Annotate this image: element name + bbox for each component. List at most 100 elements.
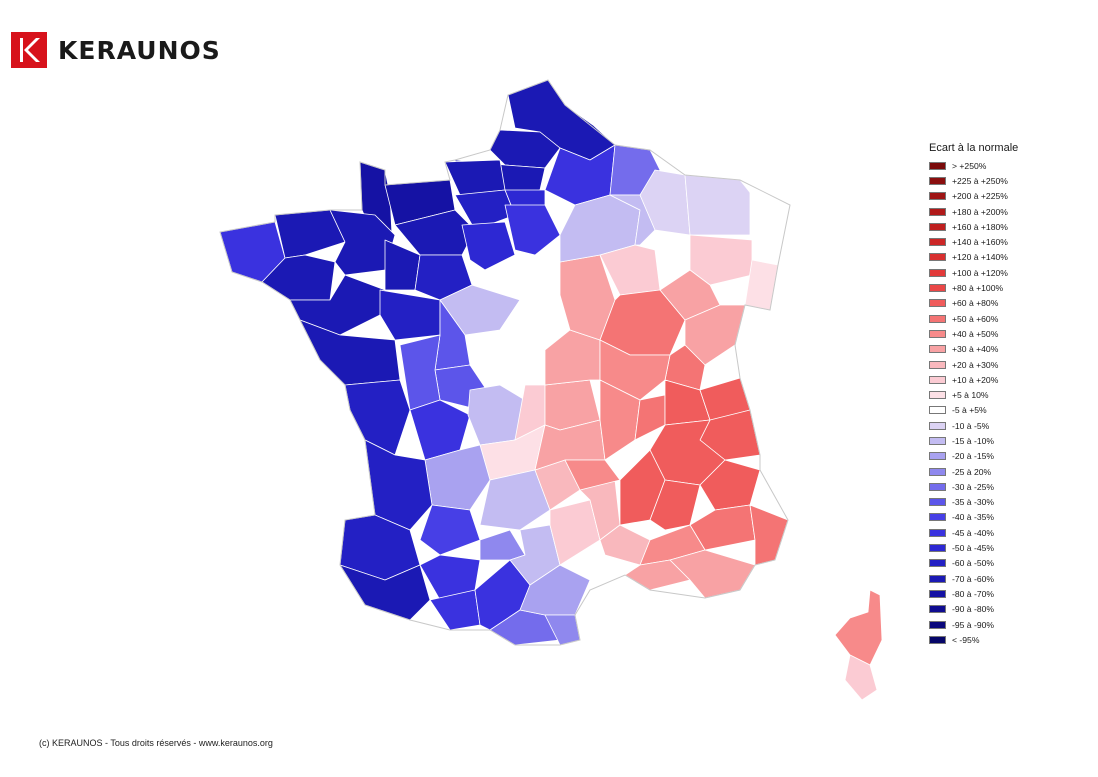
- legend-swatch: [929, 375, 946, 384]
- legend-label: -70 à -60%: [952, 573, 995, 584]
- legend-swatch: [929, 513, 946, 522]
- legend-item: +60 à +80%: [929, 296, 1018, 311]
- legend-item: +160 à +180%: [929, 219, 1018, 234]
- legend-item: -90 à -80%: [929, 602, 1018, 617]
- legend-swatch: [929, 253, 946, 262]
- france-outline: [219, 79, 791, 646]
- legend-swatch: [929, 620, 946, 629]
- dept-tarn-et-garonne: [479, 529, 526, 561]
- legend-item: +100 à +120%: [929, 265, 1018, 280]
- legend-label: < -95%: [952, 634, 980, 645]
- legend-item: -95 à -90%: [929, 617, 1018, 632]
- legend-label: +80 à +100%: [952, 283, 1004, 294]
- legend-label: +200 à +225%: [952, 191, 1008, 202]
- legend-item: +10 à +20%: [929, 372, 1018, 387]
- legend-item: -30 à -25%: [929, 479, 1018, 494]
- legend-swatch: [929, 192, 946, 201]
- legend-label: +225 à +250%: [952, 175, 1008, 186]
- legend-swatch: [929, 467, 946, 476]
- dept-meuse: [639, 169, 691, 236]
- keraunos-logo: KERAUNOS: [11, 32, 221, 68]
- legend-item: +225 à +250%: [929, 173, 1018, 188]
- dept-deux-sevres: [399, 334, 441, 411]
- legend-swatch: [929, 406, 946, 415]
- legend-swatch: [929, 528, 946, 537]
- legend-swatch: [929, 176, 946, 185]
- legend-label: +100 à +120%: [952, 267, 1008, 278]
- legend-item: -45 à -40%: [929, 525, 1018, 540]
- logo-mark: [11, 32, 47, 68]
- legend-label: -35 à -30%: [952, 497, 995, 508]
- dept-vosges: [689, 234, 753, 286]
- dept-charente: [409, 399, 471, 461]
- dept-haute-saone: [659, 269, 721, 321]
- legend-label: -30 à -25%: [952, 481, 995, 492]
- legend-swatch: [929, 314, 946, 323]
- legend-swatch: [929, 360, 946, 369]
- legend-swatch: [929, 635, 946, 644]
- legend-label: -80 à -70%: [952, 588, 995, 599]
- legend-title: Ecart à la normale: [929, 142, 1019, 154]
- legend-swatch: [929, 268, 946, 277]
- legend-swatch: [929, 421, 946, 430]
- legend-label: +160 à +180%: [952, 221, 1008, 232]
- legend-item: +80 à +100%: [929, 280, 1018, 295]
- legend-item: -10 à -5%: [929, 418, 1018, 433]
- legend-swatch: [929, 238, 946, 247]
- legend-label: -20 à -15%: [952, 451, 995, 462]
- dept-ille-et-vilaine: [329, 209, 396, 276]
- legend-item: -80 à -70%: [929, 586, 1018, 601]
- legend-item: +30 à +40%: [929, 342, 1018, 357]
- legend-label: -10 à -5%: [952, 420, 990, 431]
- dept-charente-maritime: [344, 379, 411, 456]
- legend-swatch: [929, 329, 946, 338]
- legend-label: -25 à 20%: [952, 466, 992, 477]
- legend-item: -20 à -15%: [929, 449, 1018, 464]
- legend-label: +20 à +30%: [952, 359, 999, 370]
- legend-item: -25 à 20%: [929, 464, 1018, 479]
- legend-item: +180 à +200%: [929, 204, 1018, 219]
- legend-item: +20 à +30%: [929, 357, 1018, 372]
- legend-item: -50 à -45%: [929, 540, 1018, 555]
- legend-swatch: [929, 222, 946, 231]
- legend-label: -45 à -40%: [952, 527, 995, 538]
- legend-item: +5 à 10%: [929, 387, 1018, 402]
- legend-swatch: [929, 391, 946, 400]
- legend-swatch: [929, 482, 946, 491]
- dept-lot: [479, 469, 551, 531]
- legend-item: -35 à -30%: [929, 495, 1018, 510]
- legend-item: +200 à +225%: [929, 189, 1018, 204]
- legend-swatch: [929, 299, 946, 308]
- legend-label: -40 à -35%: [952, 512, 995, 523]
- dept-haute-marne: [599, 244, 661, 296]
- dept-hautes-alpes: [699, 459, 761, 511]
- legend-swatch: [929, 544, 946, 553]
- dept-maine-et-loire: [379, 289, 441, 341]
- logo-text: KERAUNOS: [58, 35, 221, 65]
- legend-item: -70 à -60%: [929, 571, 1018, 586]
- legend-swatch: [929, 436, 946, 445]
- legend-item: > +250%: [929, 158, 1018, 173]
- legend-swatch: [929, 452, 946, 461]
- dept-haute-corse: [834, 589, 883, 666]
- legend-item: < -95%: [929, 632, 1018, 647]
- legend-item: -5 à +5%: [929, 403, 1018, 418]
- dept-aveyron: [549, 499, 601, 566]
- dept-alpes-maritimes: [749, 504, 789, 566]
- legend-item: +120 à +140%: [929, 250, 1018, 265]
- dept-corse-du-sud: [844, 654, 878, 701]
- legend-label: +5 à 10%: [952, 390, 989, 401]
- legend-label: +180 à +200%: [952, 206, 1008, 217]
- legend-item: +40 à +50%: [929, 326, 1018, 341]
- legend-swatch: [929, 207, 946, 216]
- legend: Ecart à la normale > +250% +225 à +250% +2…: [929, 142, 1018, 648]
- legend-swatch: [929, 589, 946, 598]
- dept-drome: [649, 479, 701, 531]
- dept-lot-et-garonne: [419, 504, 481, 556]
- legend-swatch: [929, 284, 946, 293]
- legend-swatch: [929, 574, 946, 583]
- legend-label: -15 à -10%: [952, 435, 995, 446]
- legend-label: +10 à +20%: [952, 374, 999, 385]
- legend-swatch: [929, 559, 946, 568]
- legend-label: > +250%: [952, 160, 987, 171]
